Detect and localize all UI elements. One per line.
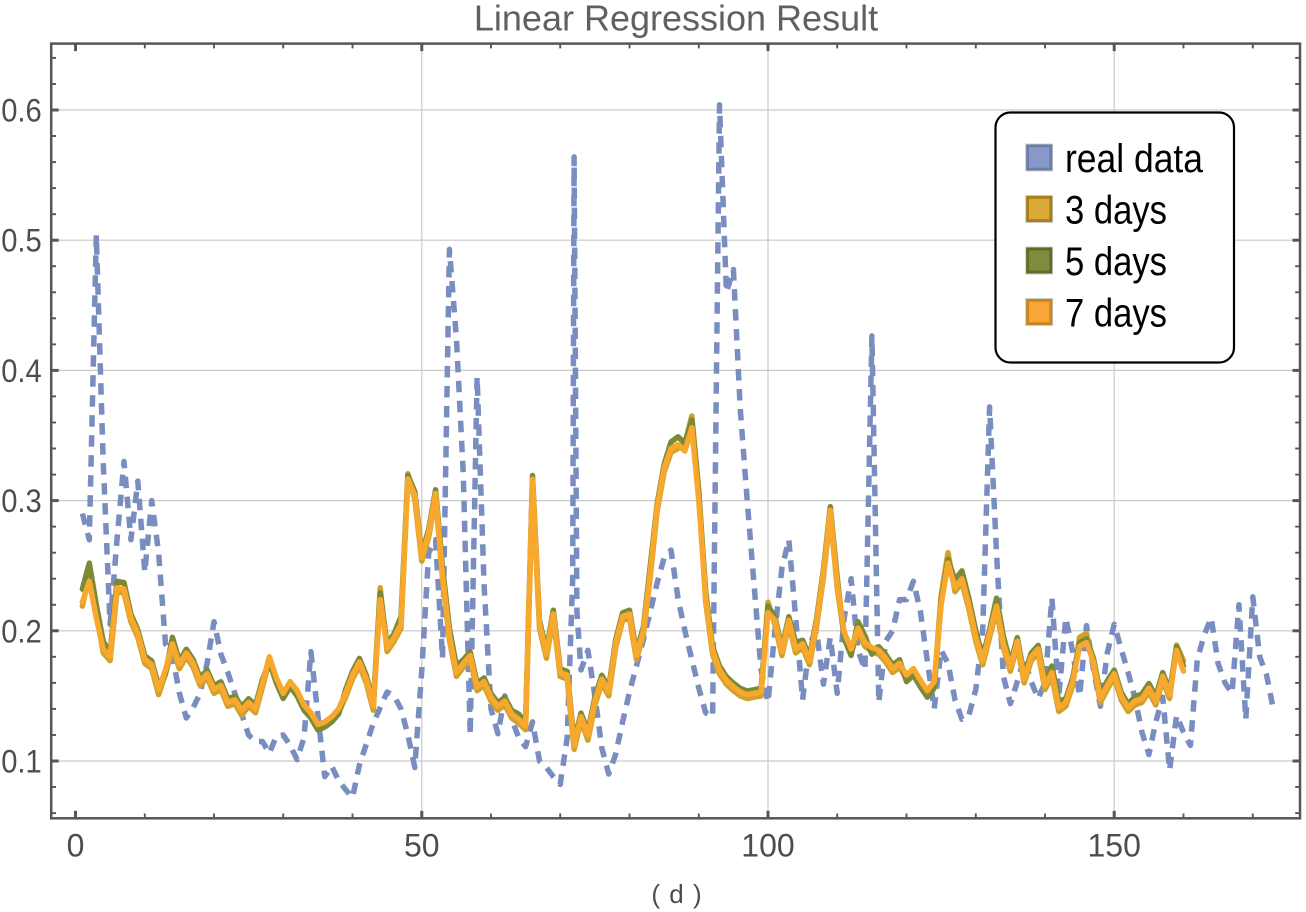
svg-text:0.3: 0.3 bbox=[1, 483, 42, 519]
svg-text:0.6: 0.6 bbox=[1, 93, 42, 129]
svg-text:real data: real data bbox=[1065, 137, 1204, 181]
svg-text:100: 100 bbox=[741, 828, 794, 864]
svg-text:7 days: 7 days bbox=[1065, 292, 1167, 336]
svg-text:5 days: 5 days bbox=[1065, 240, 1167, 284]
svg-text:( d ): ( d ) bbox=[651, 879, 702, 909]
svg-text:50: 50 bbox=[404, 828, 440, 864]
svg-text:3 days: 3 days bbox=[1065, 189, 1167, 233]
svg-text:0.2: 0.2 bbox=[1, 613, 42, 649]
svg-text:0.1: 0.1 bbox=[1, 744, 42, 780]
svg-text:0.4: 0.4 bbox=[1, 353, 42, 389]
svg-text:0.5: 0.5 bbox=[1, 223, 42, 259]
svg-text:Linear Regression Result: Linear Regression Result bbox=[474, 0, 878, 38]
svg-text:0: 0 bbox=[67, 828, 85, 864]
svg-text:150: 150 bbox=[1088, 828, 1141, 864]
